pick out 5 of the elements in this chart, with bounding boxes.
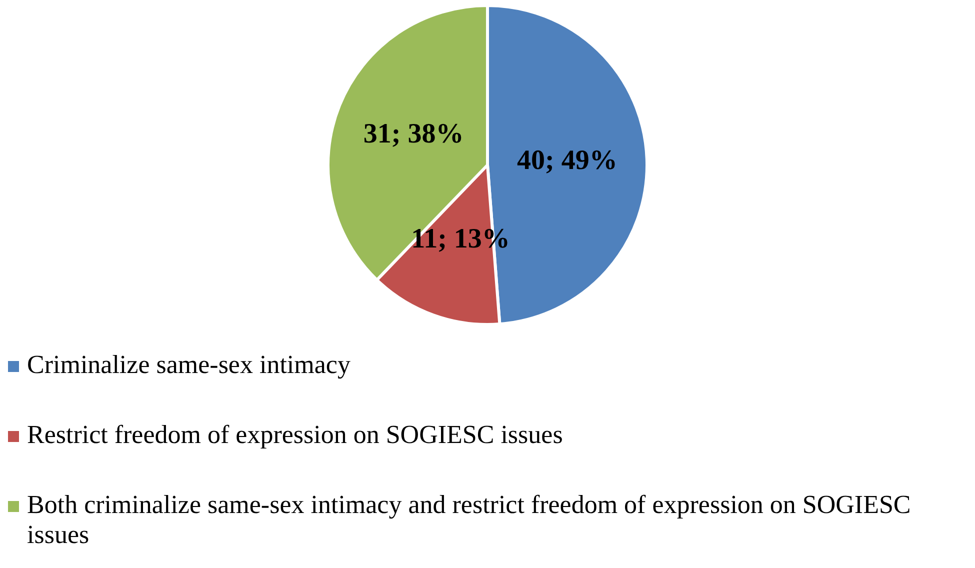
legend-label: Both criminalize same-sex intimacy and restrict freedom of expression on SOGIESC issues (27, 490, 912, 550)
legend-label: Restrict freedom of expression on SOGIESC issues (27, 420, 563, 450)
data-label: 31; 38% (363, 118, 464, 150)
legend-label: Criminalize same-sex intimacy (27, 350, 350, 380)
data-label: 40; 49% (517, 145, 618, 176)
